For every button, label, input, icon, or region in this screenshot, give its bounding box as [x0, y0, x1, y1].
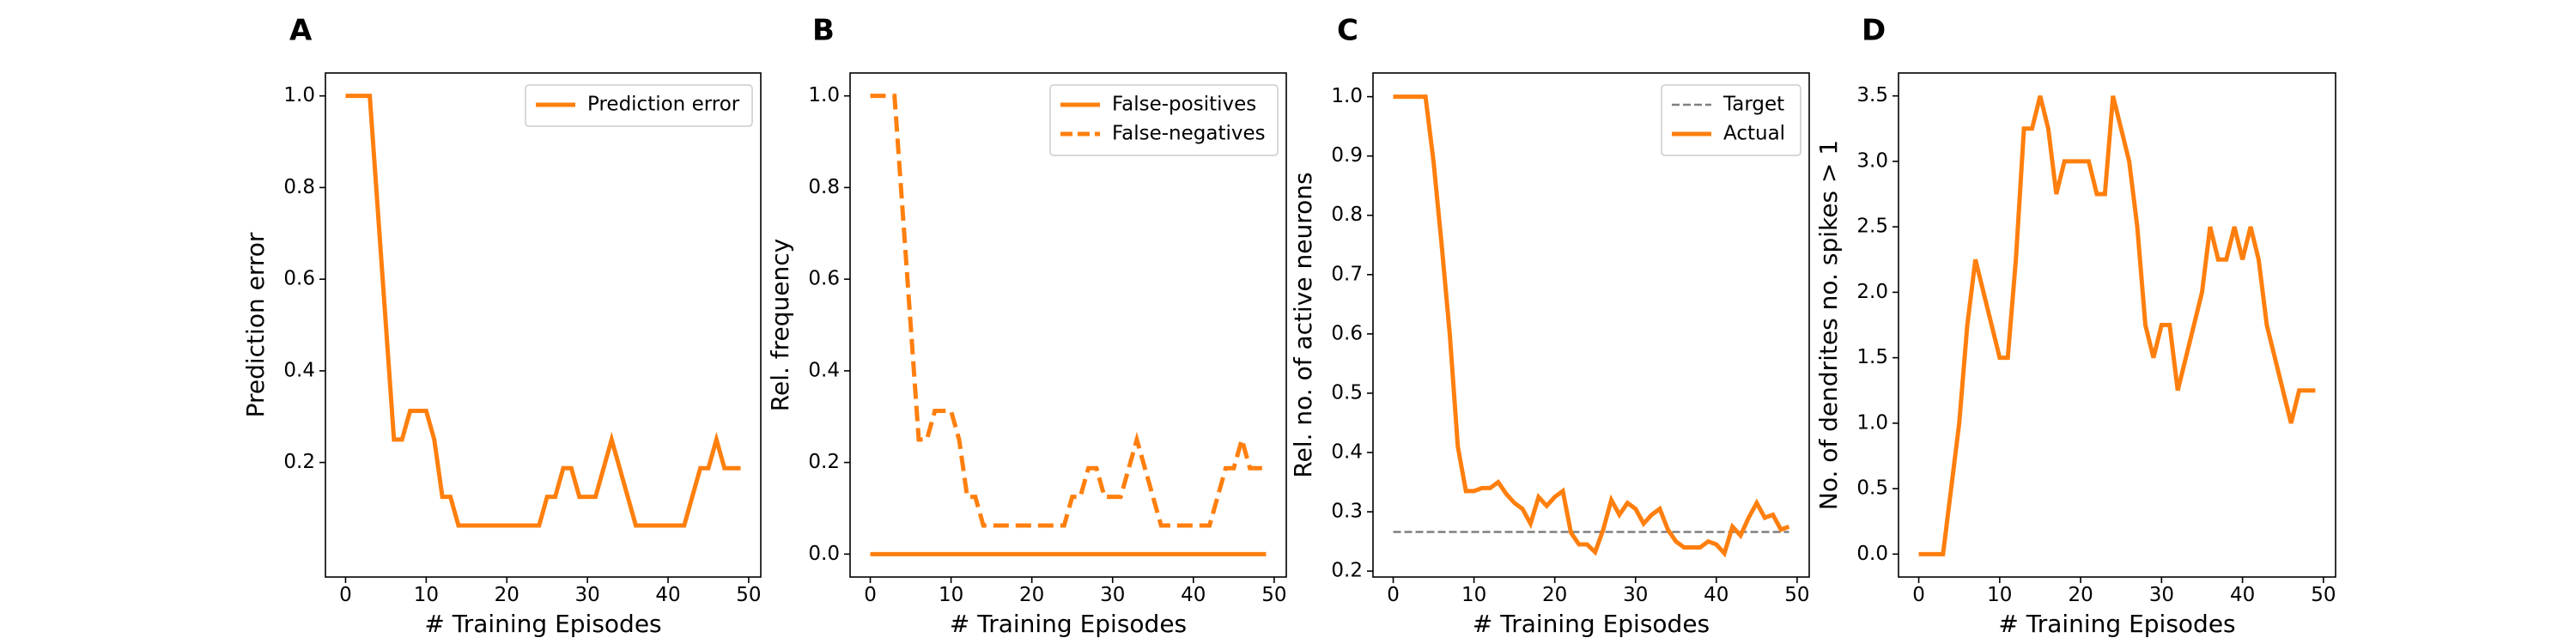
x-axis-label: # Training Episodes: [1998, 610, 2235, 638]
x-tick-label: 30: [574, 584, 599, 606]
y-tick-label: 0.9: [1331, 144, 1363, 167]
y-tick-label: 0.5: [1331, 381, 1363, 404]
y-tick-label: 2.5: [1856, 216, 1888, 238]
y-tick-label: 0.8: [1331, 204, 1363, 226]
x-tick-label: 10: [939, 584, 963, 606]
y-tick-label: 0.6: [1331, 322, 1363, 344]
axes-frame: [1372, 72, 1810, 578]
legend-frame: [525, 84, 753, 127]
y-tick-label: 0.2: [808, 451, 840, 473]
axes-frame: [325, 72, 762, 578]
y-axis-label: No. of dendrites no. spikes > 1: [1814, 140, 1843, 510]
plot-area: [345, 94, 741, 528]
x-tick-label: 40: [2230, 584, 2255, 606]
y-tick-label: 0.4: [283, 359, 315, 381]
legend: Prediction error: [525, 84, 753, 127]
x-tick-label: 10: [1461, 584, 1486, 606]
panel-letter: A: [289, 14, 313, 48]
x-tick-label: 10: [414, 584, 439, 606]
legend-entry-label: Target: [1722, 94, 1784, 116]
x-tick-label: 10: [1987, 584, 2012, 606]
x-tick-label: 50: [1784, 584, 1809, 606]
y-tick-label: 0.2: [283, 451, 315, 473]
panel-b: B 0 10 20 30 40 50 0.0 0.2 0.4 0.6 0.8 1.0 # Training…: [766, 14, 1287, 638]
y-tick-label: 0.2: [1331, 560, 1363, 582]
y-tick-label: 0.3: [1331, 501, 1363, 523]
x-tick-label: 0: [1387, 584, 1400, 606]
legend-entry-label: False-positives: [1112, 94, 1256, 116]
x-axis-label: # Training Episodes: [424, 610, 661, 638]
panel-c: C 0 10 20 30 40 50 0.2 0.3 0.4 0.5 0.6 0.7 0.8 0.9 1.0 #…: [1289, 14, 1810, 638]
plot-area: [870, 94, 1267, 556]
panels-group: A 0 10 20 30 40 50 0.2 0.4 0.6 0.8 1.0 # Training Ep…: [241, 14, 2336, 638]
x-tick-label: 30: [1623, 584, 1648, 606]
legend-frame: [1049, 84, 1279, 156]
x-tick-label: 30: [1100, 584, 1125, 606]
y-axis-label: Rel. no. of active neurons: [1289, 172, 1317, 477]
y-axis-label: Prediction error: [241, 232, 270, 417]
x-axis-label: # Training Episodes: [1473, 610, 1710, 638]
x-tick-label: 0: [339, 584, 352, 606]
legend-entry-label: Actual: [1723, 123, 1785, 145]
y-tick-label: 0.4: [1331, 440, 1363, 463]
panel-a: A 0 10 20 30 40 50 0.2 0.4 0.6 0.8 1.0 # Training Ep…: [241, 14, 762, 638]
x-tick-label: 50: [2311, 584, 2336, 606]
series-line-actual: [1393, 94, 1790, 558]
y-tick-label: 0.8: [808, 176, 840, 198]
x-tick-label: 50: [1261, 584, 1286, 606]
x-tick-label: 0: [1912, 584, 1925, 606]
y-tick-label: 0.0: [808, 543, 840, 565]
x-tick-label: 20: [2068, 584, 2093, 606]
series-line-prediction-error: [345, 94, 741, 528]
y-axis-label: Rel. frequency: [766, 239, 794, 411]
y-tick-label: 1.0: [1856, 411, 1888, 434]
plot-area: [1918, 95, 2316, 556]
legend: False-positives False-negatives: [1049, 84, 1279, 156]
x-tick-label: 20: [1542, 584, 1567, 606]
axes-frame: [1898, 72, 2336, 578]
y-tick-label: 3.5: [1856, 84, 1888, 106]
x-tick-label: 40: [1704, 584, 1728, 606]
y-tick-label: 0.6: [283, 268, 315, 290]
x-tick-label: 40: [1181, 584, 1206, 606]
legend-entry-label: Prediction error: [587, 94, 740, 116]
panel-letter: C: [1337, 14, 1358, 48]
x-axis-label: # Training Episodes: [950, 610, 1187, 638]
y-tick-label: 0.7: [1331, 263, 1363, 285]
y-tick-label: 1.0: [808, 84, 840, 106]
legend-frame: [1661, 84, 1801, 156]
x-tick-label: 20: [1019, 584, 1044, 606]
panel-letter: B: [812, 14, 835, 48]
y-tick-label: 0.5: [1856, 477, 1888, 500]
y-tick-label: 1.5: [1856, 346, 1888, 368]
x-tick-label: 50: [736, 584, 761, 606]
x-tick-label: 20: [495, 584, 519, 606]
legend: Target Actual: [1661, 84, 1801, 156]
x-tick-label: 40: [655, 584, 680, 606]
y-tick-label: 2.0: [1856, 281, 1888, 303]
y-tick-label: 1.0: [283, 84, 315, 106]
legend-entry-label: False-negatives: [1112, 123, 1266, 145]
y-tick-label: 3.0: [1856, 149, 1888, 172]
plot-area: [1393, 94, 1790, 558]
series-line-data: [1918, 95, 2316, 556]
y-tick-label: 0.6: [808, 268, 840, 290]
x-tick-label: 30: [2149, 584, 2174, 606]
y-tick-label: 0.8: [283, 176, 315, 198]
y-tick-label: 0.0: [1856, 543, 1888, 565]
x-tick-label: 0: [864, 584, 877, 606]
y-tick-label: 1.0: [1331, 85, 1363, 107]
y-tick-label: 0.4: [808, 359, 840, 381]
axes-frame: [849, 72, 1287, 578]
series-line-false-negatives: [870, 94, 1267, 528]
panel-letter: D: [1862, 14, 1886, 48]
panel-d: D 0 10 20 30 40 50 0.0 0.5 1.0 1.5 2.0 2.5 3.0 3.5 # Tr…: [1814, 14, 2336, 638]
